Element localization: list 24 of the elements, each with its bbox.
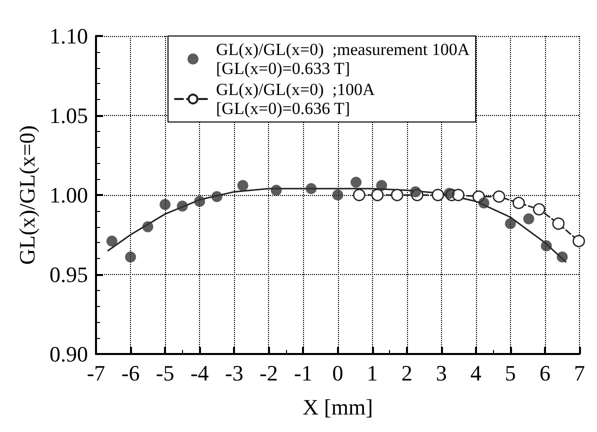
legend-label: GL(x)/GL(x=0) ;100A [GL(x=0)=0.636 T] <box>216 80 376 118</box>
x-tick-label: -7 <box>86 360 106 386</box>
x-tick-label: -1 <box>294 360 312 386</box>
x-tick-label: -6 <box>121 360 140 386</box>
x-tick-label: -2 <box>260 360 278 386</box>
x-tick-label: 1 <box>366 360 378 386</box>
y-tick-label: 1.05 <box>50 103 88 128</box>
y-axis-title: GL(x)/GL(x=0) <box>14 125 40 265</box>
x-tick-label: 6 <box>539 360 550 386</box>
x-tick-label: 5 <box>504 360 516 386</box>
x-tick-label: -5 <box>156 360 174 386</box>
x-tick-label: 3 <box>436 360 447 386</box>
x-tick-label: 2 <box>401 360 412 386</box>
y-tick-label: 1.10 <box>50 24 88 48</box>
y-tick-label: 1.00 <box>50 182 88 208</box>
x-tick-label: 7 <box>574 360 585 386</box>
y-tick-label: 0.95 <box>50 262 88 287</box>
legend-label: GL(x)/GL(x=0) ;measurement 100A [GL(x=0)=0.633 T] <box>216 40 470 78</box>
x-tick-label: -3 <box>224 360 244 386</box>
x-tick-label: 0 <box>332 360 344 386</box>
x-tick-label: 4 <box>470 360 482 386</box>
y-tick-label: 0.90 <box>50 342 88 366</box>
x-tick-label: -4 <box>190 360 209 386</box>
x-axis-title: X [mm] <box>302 394 373 420</box>
